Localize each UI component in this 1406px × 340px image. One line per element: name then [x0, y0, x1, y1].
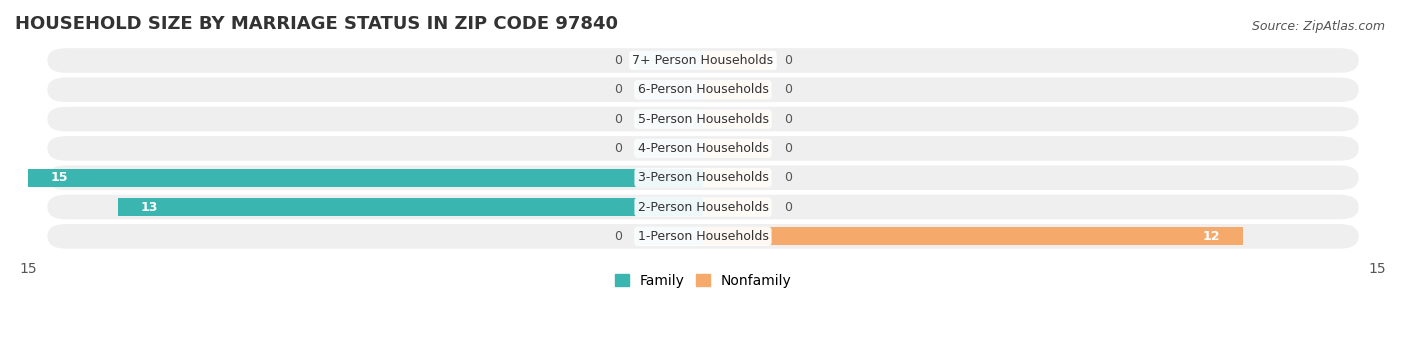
Text: 0: 0 [614, 113, 621, 125]
FancyBboxPatch shape [48, 48, 1358, 73]
Bar [703, 81, 770, 99]
Text: 1-Person Households: 1-Person Households [637, 230, 769, 243]
Bar [703, 139, 770, 157]
Text: 3-Person Households: 3-Person Households [637, 171, 769, 184]
Text: 0: 0 [785, 54, 792, 67]
Text: 4-Person Households: 4-Person Households [637, 142, 769, 155]
Text: 7+ Person Households: 7+ Person Households [633, 54, 773, 67]
Legend: Family, Nonfamily: Family, Nonfamily [609, 268, 797, 293]
FancyBboxPatch shape [48, 224, 1358, 249]
Text: Source: ZipAtlas.com: Source: ZipAtlas.com [1251, 20, 1385, 33]
Bar [703, 110, 770, 128]
Text: 0: 0 [785, 142, 792, 155]
Bar [636, 227, 703, 245]
Bar [118, 198, 703, 216]
Text: 12: 12 [1202, 230, 1220, 243]
Text: 0: 0 [785, 201, 792, 214]
Bar [636, 51, 703, 70]
FancyBboxPatch shape [48, 136, 1358, 161]
FancyBboxPatch shape [48, 78, 1358, 102]
Bar [28, 169, 703, 187]
Text: 0: 0 [785, 171, 792, 184]
FancyBboxPatch shape [48, 195, 1358, 219]
Bar [703, 51, 770, 70]
Text: HOUSEHOLD SIZE BY MARRIAGE STATUS IN ZIP CODE 97840: HOUSEHOLD SIZE BY MARRIAGE STATUS IN ZIP… [15, 15, 619, 33]
Bar [636, 139, 703, 157]
FancyBboxPatch shape [48, 107, 1358, 132]
Text: 0: 0 [785, 83, 792, 96]
Bar [703, 198, 770, 216]
Bar [636, 81, 703, 99]
Bar [636, 110, 703, 128]
Text: 0: 0 [785, 113, 792, 125]
Text: 0: 0 [614, 142, 621, 155]
Text: 0: 0 [614, 230, 621, 243]
Text: 2-Person Households: 2-Person Households [637, 201, 769, 214]
Bar [703, 169, 770, 187]
Text: 0: 0 [614, 54, 621, 67]
Text: 15: 15 [51, 171, 69, 184]
FancyBboxPatch shape [48, 166, 1358, 190]
Bar [703, 227, 1243, 245]
Text: 13: 13 [141, 201, 159, 214]
Text: 6-Person Households: 6-Person Households [637, 83, 769, 96]
Text: 5-Person Households: 5-Person Households [637, 113, 769, 125]
Text: 0: 0 [614, 83, 621, 96]
